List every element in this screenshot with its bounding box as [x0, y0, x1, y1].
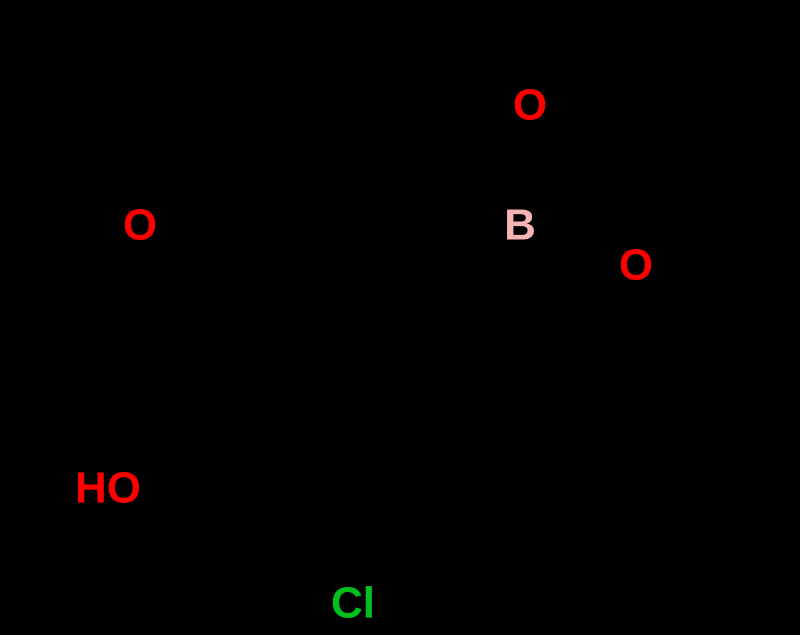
atom-O3: O — [123, 201, 157, 250]
atom-O2: O — [619, 241, 653, 290]
atom-O1: O — [513, 81, 547, 130]
atom-HO: HO — [75, 464, 141, 513]
molecule-diagram: O B O O HO Cl — [0, 0, 800, 635]
atom-B: B — [504, 201, 536, 250]
atom-Cl: Cl — [331, 579, 375, 628]
